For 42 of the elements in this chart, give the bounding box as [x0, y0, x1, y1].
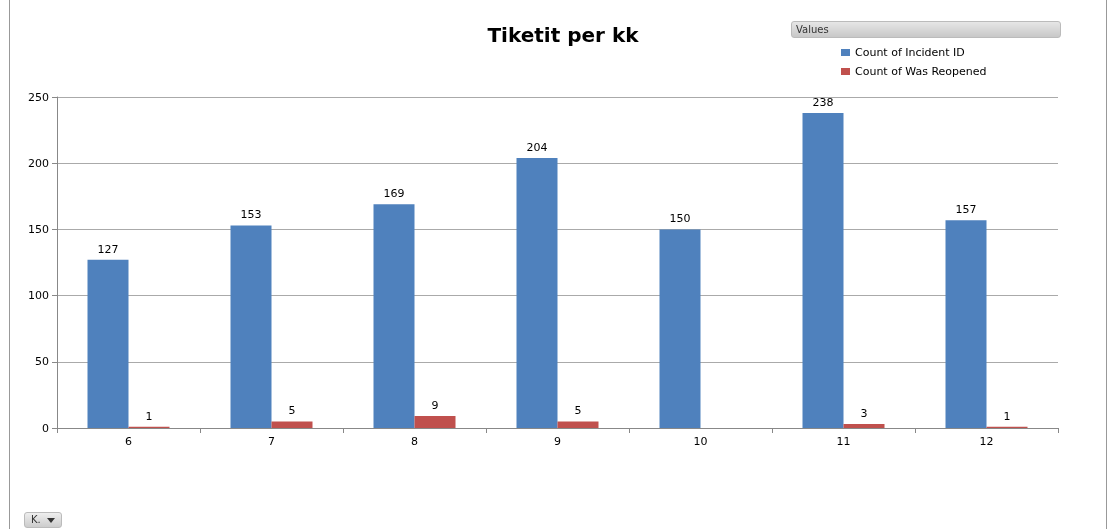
data-label: 150 — [669, 212, 691, 226]
bar — [802, 112, 844, 428]
data-label: 3 — [860, 407, 868, 421]
y-tick-label: 150 — [28, 222, 49, 236]
data-label: 9 — [431, 399, 439, 413]
y-tick-label: 50 — [35, 355, 49, 369]
bar — [557, 421, 599, 428]
x-tick-label: 12 — [979, 435, 994, 448]
x-tick-label: 7 — [268, 435, 275, 448]
x-tick-label: 8 — [411, 435, 418, 448]
data-label: 5 — [574, 404, 582, 418]
bar — [271, 421, 313, 428]
y-tick-label: 200 — [28, 156, 49, 170]
data-label: 1 — [1003, 409, 1011, 423]
text: K. — [31, 513, 41, 527]
legend-label: Count of Was Reopened — [855, 65, 987, 78]
y-tick-label: 100 — [28, 289, 49, 303]
x-tick-label: 6 — [125, 435, 132, 448]
x-tick-label: 10 — [693, 435, 708, 448]
bar — [230, 225, 272, 428]
y-tick-label: 250 — [28, 90, 49, 104]
bar — [945, 220, 987, 428]
bar — [87, 259, 129, 428]
x-tick-label: 11 — [836, 435, 851, 448]
data-label: 1 — [145, 409, 153, 423]
data-label: 5 — [288, 404, 296, 418]
x-tick-label: 9 — [554, 435, 561, 448]
data-label: 169 — [383, 187, 405, 201]
data-label: 157 — [955, 203, 977, 217]
bar — [516, 157, 558, 428]
data-label: 127 — [97, 242, 119, 256]
data-label: 204 — [526, 140, 548, 154]
chart-title: Tiketit per kk — [487, 23, 640, 47]
y-tick-label: 0 — [42, 421, 49, 435]
legend-label: Count of Incident ID — [855, 46, 965, 59]
bar — [843, 424, 885, 428]
bar — [659, 229, 701, 428]
legend-title: Values — [791, 21, 1061, 38]
data-label: 238 — [812, 95, 834, 109]
bar — [414, 416, 456, 428]
data-label: 153 — [240, 208, 262, 222]
bar — [373, 204, 415, 428]
